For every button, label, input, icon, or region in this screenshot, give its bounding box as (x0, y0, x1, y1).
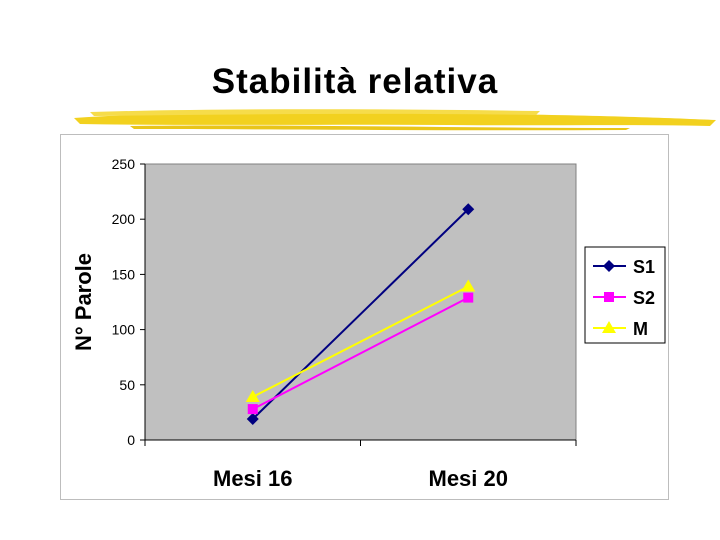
title-underline (74, 109, 716, 131)
data-point-s2 (247, 404, 258, 415)
legend-marker-m (602, 321, 616, 333)
y-tick-label: 150 (112, 266, 136, 282)
data-point-m (245, 389, 260, 402)
legend-marker-s2 (604, 292, 614, 302)
series-layer (245, 203, 476, 426)
legend-label-s1: S1 (633, 257, 655, 277)
slide-title: Stabilità relativa (211, 62, 499, 101)
y-axis: 0 50 100 150 200 250 (112, 156, 146, 448)
series-line-s2 (252, 296, 469, 410)
y-tick-label: 250 (112, 156, 136, 172)
plot-area (144, 163, 577, 441)
y-tick-label: 200 (112, 211, 136, 227)
data-point-s2 (463, 292, 474, 303)
data-point-m (461, 279, 476, 292)
legend: S1 S2 M (584, 246, 666, 344)
x-category-label: Mesi 16 (213, 466, 293, 491)
series-line-m (252, 285, 469, 398)
series-line-s1 (252, 208, 469, 420)
legend-label-m: M (633, 319, 648, 339)
legend-label-s2: S2 (633, 288, 655, 308)
y-tick-label: 100 (112, 322, 136, 338)
chart-svg: 0 50 100 150 200 250 Mesi 16 Mesi 20 N° Parole… (71, 156, 666, 491)
x-axis: Mesi 16 Mesi 20 (144, 439, 577, 491)
x-category-label: Mesi 20 (429, 466, 509, 491)
data-point-s1 (462, 203, 475, 216)
y-tick-label: 0 (127, 432, 135, 448)
chart-frame: 0 50 100 150 200 250 Mesi 16 Mesi 20 N° Parole… (60, 134, 669, 500)
y-axis-title: N° Parole (71, 253, 96, 351)
legend-marker-s1 (603, 260, 615, 272)
y-tick-label: 50 (119, 377, 135, 393)
data-point-s1 (246, 413, 259, 426)
